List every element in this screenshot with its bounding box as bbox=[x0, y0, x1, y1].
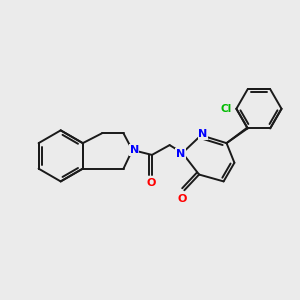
Text: O: O bbox=[178, 194, 187, 204]
Text: Cl: Cl bbox=[221, 104, 232, 114]
Text: N: N bbox=[198, 129, 208, 139]
Text: N: N bbox=[176, 149, 185, 159]
Text: O: O bbox=[146, 178, 156, 188]
Text: N: N bbox=[130, 145, 139, 155]
